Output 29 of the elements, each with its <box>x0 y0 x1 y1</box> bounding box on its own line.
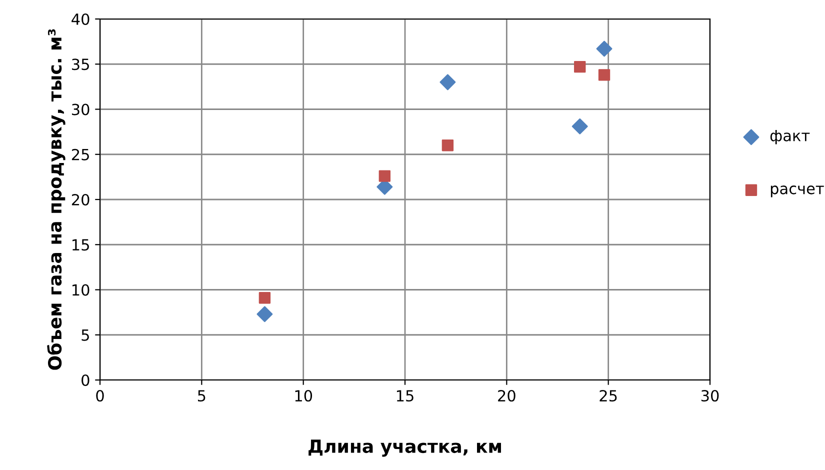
x-axis-title: Длина участка, км <box>308 440 501 457</box>
point <box>378 170 391 182</box>
point <box>442 140 454 152</box>
x-tick-label: 20 <box>498 390 516 402</box>
legend-label: факт <box>770 130 810 144</box>
x-tick-label: 15 <box>396 390 414 402</box>
point <box>596 40 612 57</box>
y-tick-label: 15 <box>72 239 89 251</box>
point <box>258 292 271 304</box>
y-tick-label: 40 <box>72 13 90 26</box>
x-tick-label: 10 <box>295 390 312 402</box>
point <box>440 74 456 90</box>
point <box>574 60 586 73</box>
y-tick-label: 20 <box>72 194 90 206</box>
point <box>572 118 588 134</box>
y-tick-label: 10 <box>72 284 90 296</box>
x-tick-label: 25 <box>600 390 617 402</box>
x-tick-label: 30 <box>701 390 719 402</box>
point <box>598 69 610 81</box>
y-tick-label: 30 <box>72 104 90 116</box>
x-tick-label: 0 <box>96 390 104 402</box>
y-tick-label: 25 <box>72 148 89 160</box>
y-tick-label: 35 <box>72 58 89 70</box>
y-axis-title: Объем газа на продувку, тыс. м³ <box>47 29 66 370</box>
y-tick-label: 5 <box>82 330 89 341</box>
point <box>256 306 273 322</box>
y-tick-label: 0 <box>82 374 90 386</box>
legend-label: расчет <box>770 186 824 198</box>
x-tick-label: 5 <box>198 390 206 402</box>
